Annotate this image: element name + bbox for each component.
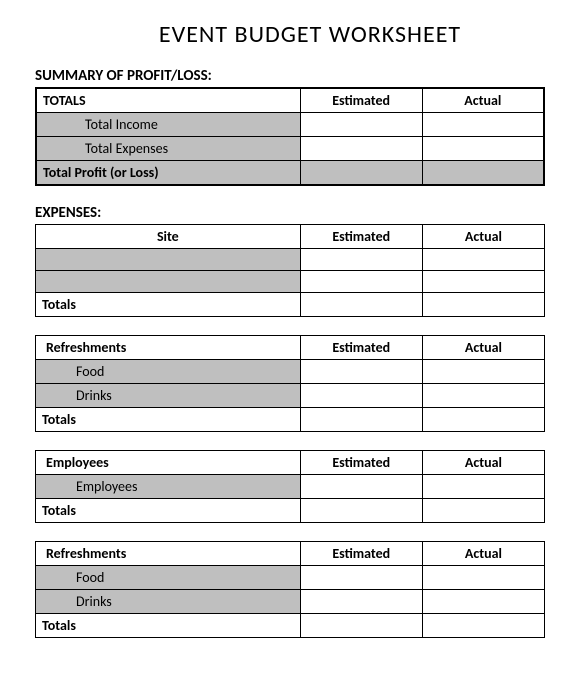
refresh2-totals: Totals bbox=[36, 614, 301, 638]
summary-row-expenses: Total Expenses bbox=[36, 137, 300, 161]
site-r1-label bbox=[36, 249, 301, 271]
employees-table: Employees Estimated Actual Employees Tot… bbox=[35, 450, 545, 523]
summary-income-act bbox=[422, 113, 544, 137]
refresh2-totals-act bbox=[422, 614, 544, 638]
summary-profit-act bbox=[422, 161, 544, 186]
employees-r1: Employees bbox=[36, 475, 301, 499]
refresh1-drinks: Drinks bbox=[36, 384, 301, 408]
site-totals-est bbox=[300, 293, 422, 317]
site-r2-est bbox=[300, 271, 422, 293]
refresh1-col1: Refreshments bbox=[36, 336, 301, 360]
summary-profit-est bbox=[300, 161, 422, 186]
employees-r1-est bbox=[300, 475, 422, 499]
employees-col1: Employees bbox=[36, 451, 301, 475]
employees-col3: Actual bbox=[422, 451, 544, 475]
refresh1-col3: Actual bbox=[422, 336, 544, 360]
refresh1-col2: Estimated bbox=[300, 336, 422, 360]
site-r2-label bbox=[36, 271, 301, 293]
employees-totals-act bbox=[422, 499, 544, 523]
refresh2-food: Food bbox=[36, 566, 301, 590]
summary-col-estimated: Estimated bbox=[300, 88, 422, 113]
summary-expenses-act bbox=[422, 137, 544, 161]
refresh2-drinks: Drinks bbox=[36, 590, 301, 614]
refresh2-drinks-est bbox=[300, 590, 422, 614]
site-r1-act bbox=[422, 249, 544, 271]
site-totals: Totals bbox=[36, 293, 301, 317]
site-table: Site Estimated Actual Totals bbox=[35, 224, 545, 317]
refresh2-col2: Estimated bbox=[300, 542, 422, 566]
refresh1-drinks-est bbox=[300, 384, 422, 408]
employees-totals-est bbox=[300, 499, 422, 523]
summary-expenses-est bbox=[300, 137, 422, 161]
refresh2-food-est bbox=[300, 566, 422, 590]
site-col2: Estimated bbox=[300, 225, 422, 249]
summary-heading: SUMMARY OF PROFIT/LOSS: bbox=[35, 67, 545, 85]
summary-col-actual: Actual bbox=[422, 88, 544, 113]
refresh2-col1: Refreshments bbox=[36, 542, 301, 566]
refresh1-drinks-act bbox=[422, 384, 544, 408]
summary-col-totals: TOTALS bbox=[36, 88, 300, 113]
refresh2-table: Refreshments Estimated Actual Food Drink… bbox=[35, 541, 545, 638]
refresh1-food-act bbox=[422, 360, 544, 384]
employees-r1-act bbox=[422, 475, 544, 499]
summary-row-income: Total Income bbox=[36, 113, 300, 137]
employees-totals: Totals bbox=[36, 499, 301, 523]
summary-row-profit: Total Profit (or Loss) bbox=[36, 161, 300, 186]
summary-table: TOTALS Estimated Actual Total Income Tot… bbox=[35, 87, 545, 186]
site-col3: Actual bbox=[422, 225, 544, 249]
site-r2-act bbox=[422, 271, 544, 293]
refresh1-table: Refreshments Estimated Actual Food Drink… bbox=[35, 335, 545, 432]
refresh2-totals-est bbox=[300, 614, 422, 638]
refresh2-food-act bbox=[422, 566, 544, 590]
employees-col2: Estimated bbox=[300, 451, 422, 475]
refresh1-totals-act bbox=[422, 408, 544, 432]
site-totals-act bbox=[422, 293, 544, 317]
site-r1-est bbox=[300, 249, 422, 271]
page-title: EVENT BUDGET WORKSHEET bbox=[35, 20, 545, 49]
refresh1-food-est bbox=[300, 360, 422, 384]
summary-income-est bbox=[300, 113, 422, 137]
refresh2-col3: Actual bbox=[422, 542, 544, 566]
refresh2-drinks-act bbox=[422, 590, 544, 614]
refresh1-food: Food bbox=[36, 360, 301, 384]
expenses-heading: EXPENSES: bbox=[35, 204, 545, 222]
refresh1-totals-est bbox=[300, 408, 422, 432]
site-col1: Site bbox=[36, 225, 301, 249]
refresh1-totals: Totals bbox=[36, 408, 301, 432]
